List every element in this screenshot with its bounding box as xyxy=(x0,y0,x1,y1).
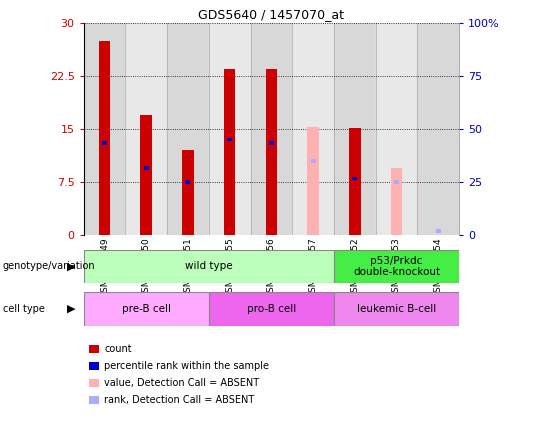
Bar xyxy=(292,23,334,235)
Text: ▶: ▶ xyxy=(67,261,76,272)
Title: GDS5640 / 1457070_at: GDS5640 / 1457070_at xyxy=(198,8,345,21)
Bar xyxy=(352,177,357,180)
Bar xyxy=(394,180,399,184)
Bar xyxy=(84,23,125,235)
Text: value, Detection Call = ABSENT: value, Detection Call = ABSENT xyxy=(104,378,259,388)
Text: p53/Prkdc
double-knockout: p53/Prkdc double-knockout xyxy=(353,255,440,277)
Text: ▶: ▶ xyxy=(67,304,76,314)
Text: cell type: cell type xyxy=(3,304,45,314)
Bar xyxy=(185,180,191,184)
Bar xyxy=(224,69,235,235)
Bar xyxy=(125,23,167,235)
Bar xyxy=(251,23,292,235)
Text: leukemic B-cell: leukemic B-cell xyxy=(357,304,436,314)
Text: pre-B cell: pre-B cell xyxy=(122,304,171,314)
Text: genotype/variation: genotype/variation xyxy=(3,261,96,272)
Bar xyxy=(266,69,277,235)
Text: wild type: wild type xyxy=(185,261,233,272)
Text: pro-B cell: pro-B cell xyxy=(247,304,296,314)
Bar xyxy=(227,138,232,141)
Bar xyxy=(182,150,194,235)
Bar xyxy=(102,141,107,145)
Bar xyxy=(209,292,334,326)
Bar xyxy=(334,292,459,326)
Bar xyxy=(376,23,417,235)
Bar xyxy=(269,141,274,145)
Bar xyxy=(84,250,334,283)
Bar xyxy=(349,128,361,235)
Text: rank, Detection Call = ABSENT: rank, Detection Call = ABSENT xyxy=(104,395,254,405)
Bar xyxy=(310,159,315,162)
Bar xyxy=(167,23,209,235)
Text: count: count xyxy=(104,344,132,354)
Bar xyxy=(209,23,251,235)
Text: percentile rank within the sample: percentile rank within the sample xyxy=(104,361,269,371)
Bar xyxy=(144,166,149,170)
Bar xyxy=(84,292,209,326)
Bar xyxy=(307,127,319,235)
Bar xyxy=(334,23,376,235)
Bar xyxy=(390,168,402,235)
Bar xyxy=(99,41,110,235)
Bar xyxy=(140,115,152,235)
Bar xyxy=(334,250,459,283)
Bar xyxy=(436,229,441,233)
Bar xyxy=(417,23,459,235)
